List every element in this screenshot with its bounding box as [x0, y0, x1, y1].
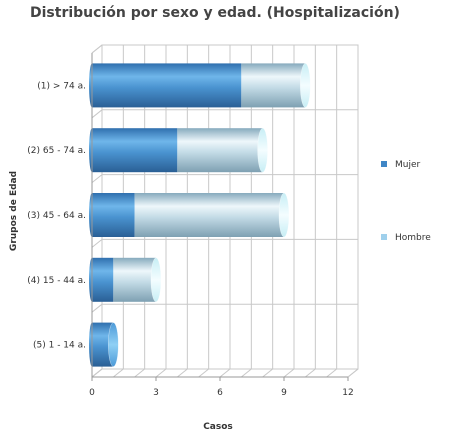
bar-end-cap — [257, 127, 268, 173]
legend-item-mujer[interactable]: Mujer — [381, 160, 421, 170]
bar-mujer — [92, 193, 135, 237]
axes: 0 3 6 9 12 Casos Grupos de Edad (1) > 74 a. (2) … — [9, 53, 354, 432]
y-tick-label: (5) 1 - 14 a. — [33, 341, 86, 351]
x-tick-label: 9 — [281, 388, 287, 398]
x-tick-label: 0 — [89, 388, 95, 398]
bar-hombre — [113, 257, 156, 302]
bar-mujer — [92, 63, 242, 108]
x-tick-label: 3 — [153, 388, 159, 398]
chart-title: Distribución por sexo y edad. (Hospitali… — [30, 5, 400, 21]
bar-hombre — [177, 128, 263, 173]
legend-label: Hombre — [395, 233, 431, 243]
bar-end-cap — [150, 257, 162, 303]
bar-mujer — [92, 322, 114, 367]
legend-item-hombre[interactable]: Hombre — [381, 233, 431, 243]
bar-end-cap — [108, 322, 119, 367]
y-tick-label: (4) 15 - 44 a. — [27, 276, 86, 286]
bar-end-cap — [300, 63, 311, 108]
bar-mujer — [92, 257, 114, 302]
y-axis-title: Grupos de Edad — [9, 171, 19, 251]
y-tick-label: (1) > 74 a. — [37, 81, 86, 91]
x-axis-title: Casos — [203, 422, 233, 432]
bar-mujer — [92, 128, 178, 173]
bar-end-cap — [278, 192, 290, 238]
legend-label: Mujer — [395, 160, 421, 170]
x-tick-label: 12 — [342, 388, 353, 398]
legend: Mujer Hombre — [381, 160, 431, 243]
bars — [89, 63, 311, 367]
legend-swatch — [381, 234, 387, 240]
y-tick-label: (2) 65 - 74 a. — [27, 146, 86, 156]
y-tick-label: (3) 45 - 64 a. — [27, 211, 86, 221]
legend-swatch — [381, 161, 387, 167]
bar-hombre — [134, 193, 284, 237]
x-tick-label: 6 — [217, 388, 223, 398]
bar-hombre — [241, 63, 306, 108]
